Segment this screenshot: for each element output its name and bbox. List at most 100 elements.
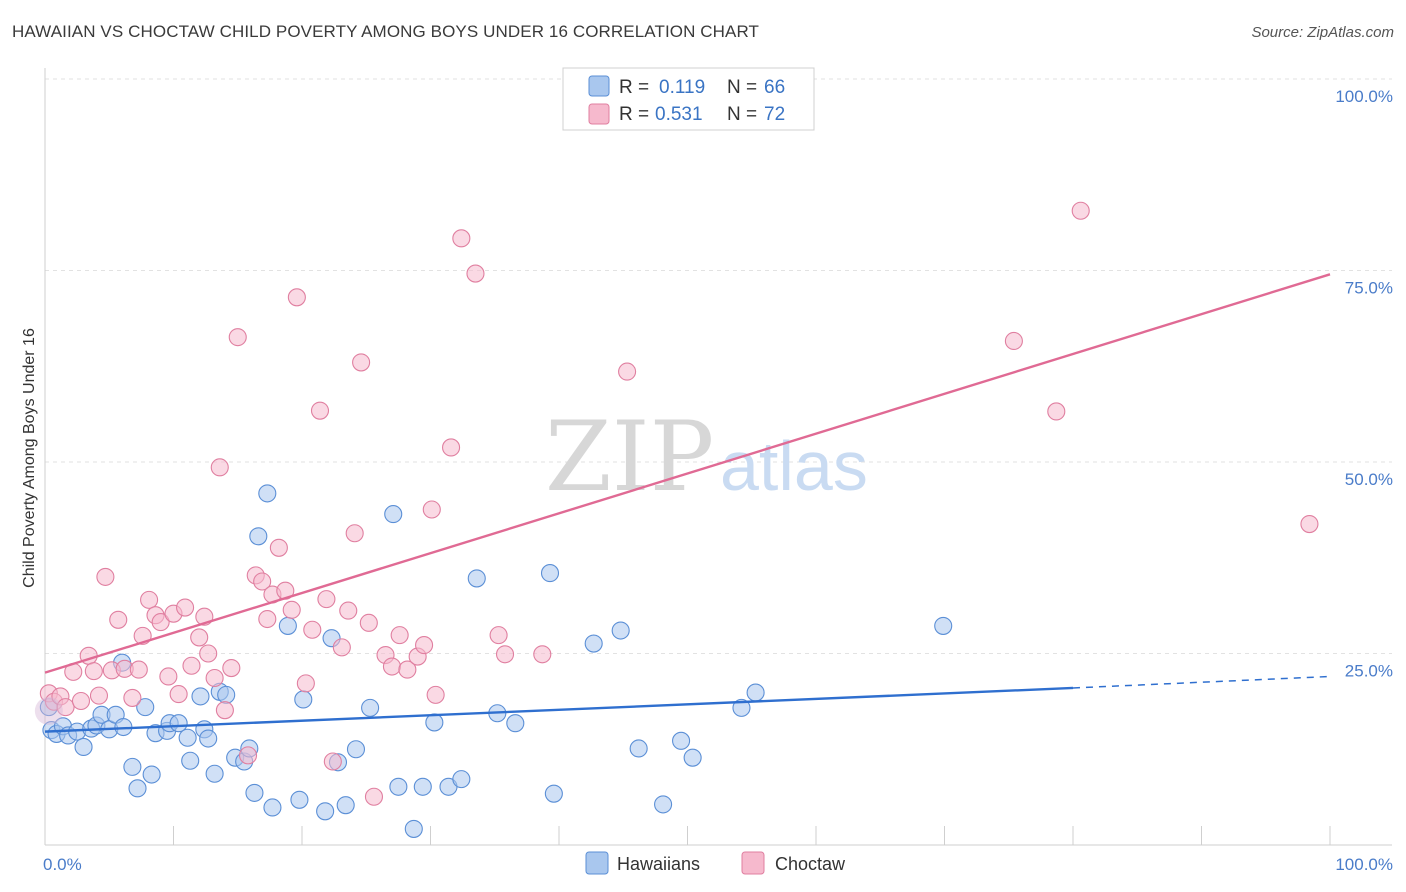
hawaiians-point <box>181 751 200 770</box>
y-tick-label: 50.0% <box>1345 470 1393 489</box>
grid-lines <box>45 78 1392 654</box>
watermark-zip: ZIP <box>545 401 714 513</box>
hawaiians-point <box>217 685 236 704</box>
hawaiians-point <box>128 779 147 798</box>
hawaiians-point <box>672 731 691 750</box>
choctaw-point <box>96 567 115 586</box>
choctaw-point <box>190 628 209 647</box>
y-axis-label: Child Poverty Among Boys Under 16 <box>21 328 38 588</box>
legend: R = 0.119 N = 66 R = 0.531 N = 72 <box>562 67 815 131</box>
choctaw-point <box>1047 402 1066 421</box>
choctaw-point <box>303 620 322 639</box>
hawaiians-point <box>249 527 268 546</box>
hawaiians-point <box>654 795 673 814</box>
hawaiians-point <box>584 634 603 653</box>
choctaw-point <box>618 362 637 381</box>
choctaw-point <box>426 685 445 704</box>
y-tick-label: 25.0% <box>1345 662 1393 681</box>
choctaw-point <box>109 610 128 629</box>
choctaw-point <box>282 600 301 619</box>
hawaiians-point <box>278 616 297 635</box>
hawaiians-point <box>384 505 403 524</box>
hawaiians-point <box>258 484 277 503</box>
choctaw-point <box>287 288 306 307</box>
choctaw-point <box>1300 514 1319 534</box>
hawaiians-point <box>452 770 471 789</box>
choctaw-point <box>169 685 188 704</box>
choctaw-point <box>296 674 315 693</box>
choctaw-point <box>123 688 142 707</box>
hawaiians-trend-line <box>44 686 1074 733</box>
choctaw-point <box>84 662 103 681</box>
choctaw-point <box>238 746 258 765</box>
hawaiians-point <box>346 740 366 759</box>
choctaw-point <box>210 458 229 477</box>
choctaw-point <box>140 590 159 609</box>
choctaw-point <box>466 264 485 283</box>
legend-n-value-choctaw: 72 <box>764 104 785 125</box>
legend-r-value-hawaiians: 0.119 <box>659 77 705 98</box>
choctaw-point <box>228 328 247 347</box>
x-tick-label-max: 100.0% <box>1335 855 1393 874</box>
choctaw-point <box>1071 201 1090 220</box>
choctaw-point <box>489 626 508 645</box>
hawaiians-point <box>294 690 313 709</box>
choctaw-point <box>415 636 434 655</box>
hawaiians-point <box>506 714 525 733</box>
choctaw-point <box>359 613 378 632</box>
watermark-atlas: atlas <box>720 427 868 505</box>
hawaiians-point <box>191 687 210 706</box>
choctaw-point <box>159 667 178 686</box>
hawaiians-point <box>361 698 380 717</box>
y-tick-labels: 25.0% 50.0% 75.0% 100.0% <box>1335 87 1393 681</box>
hawaiians-points <box>39 484 953 838</box>
choctaw-point <box>398 660 417 679</box>
choctaw-point <box>390 626 409 645</box>
choctaw-point <box>56 698 75 717</box>
choctaw-point <box>332 638 351 657</box>
choctaw-point <box>199 644 218 663</box>
axes <box>44 68 1392 846</box>
choctaw-point <box>317 590 336 609</box>
hawaiians-point <box>389 777 408 796</box>
hawaiians-point <box>544 784 563 803</box>
hawaiians-point <box>336 796 355 815</box>
legend-swatch-hawaiians <box>588 75 610 97</box>
y-tick-label: 100.0% <box>1335 87 1393 106</box>
bottom-legend-label-choctaw: Choctaw <box>775 854 846 874</box>
choctaw-point <box>222 659 241 678</box>
hawaiians-point <box>199 729 218 748</box>
hawaiians-point <box>245 783 264 802</box>
legend-r-label-choctaw: R = <box>619 104 649 125</box>
bottom-legend-swatch-hawaiians <box>585 851 609 875</box>
x-tick-labels: 0.0% 100.0% <box>43 855 1393 874</box>
source-label: Source: ZipAtlas.com <box>1251 24 1394 41</box>
choctaw-points <box>34 201 1319 806</box>
hawaiians-point <box>934 616 953 635</box>
bottom-legend-label-hawaiians: Hawaiians <box>617 854 700 874</box>
choctaw-point-cluster <box>34 696 63 725</box>
choctaw-trend-line <box>44 273 1331 674</box>
legend-r-value-choctaw: 0.531 <box>655 104 703 125</box>
hawaiians-point <box>404 819 423 838</box>
choctaw-point <box>352 353 371 372</box>
hawaiians-trend-extension <box>1072 675 1331 689</box>
hawaiians-point <box>290 790 309 809</box>
hawaiians-point <box>413 777 432 796</box>
choctaw-point <box>205 668 224 688</box>
hawaiians-point <box>123 757 142 776</box>
choctaw-point <box>323 752 342 771</box>
choctaw-point <box>382 657 402 676</box>
legend-swatch-choctaw <box>588 103 610 125</box>
choctaw-point <box>269 538 288 557</box>
choctaw-point <box>339 601 358 620</box>
choctaw-point <box>533 645 552 664</box>
choctaw-point <box>495 645 515 664</box>
hawaiians-point <box>169 714 188 733</box>
legend-n-label-choctaw: N = <box>727 104 757 125</box>
hawaiians-point <box>732 698 751 717</box>
choctaw-point <box>1004 331 1023 351</box>
hawaiians-point <box>178 728 197 747</box>
bottom-legend: Hawaiians Choctaw <box>585 851 846 875</box>
